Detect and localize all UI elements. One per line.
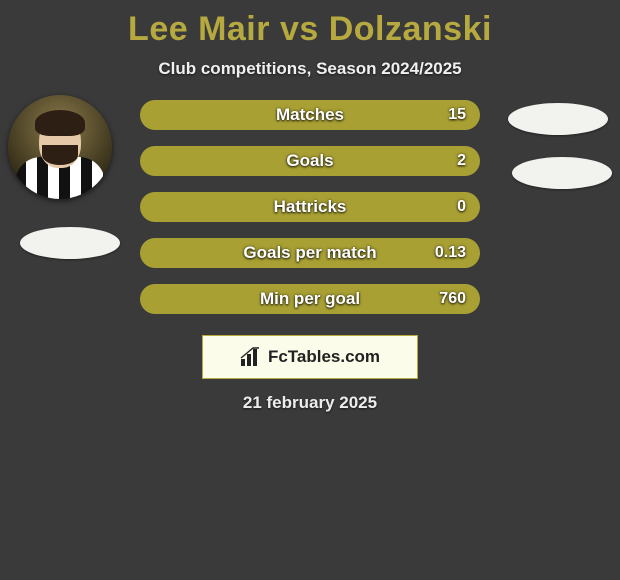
stat-value: 15: [448, 106, 466, 124]
stat-label: Min per goal: [260, 289, 360, 309]
stat-label: Hattricks: [274, 197, 347, 217]
stat-row-goals: Goals 2: [140, 143, 480, 179]
stat-row-matches: Matches 15: [140, 97, 480, 133]
stat-value: 0.13: [435, 244, 466, 262]
page-title: Lee Mair vs Dolzanski: [0, 0, 620, 49]
stat-value: 760: [439, 290, 466, 308]
player1-avatar: [8, 95, 112, 199]
stat-bars: Matches 15 Goals 2 Hattricks 0 Goals per…: [140, 97, 480, 317]
stat-row-min-per-goal: Min per goal 760: [140, 281, 480, 317]
stat-label: Goals per match: [243, 243, 376, 263]
stat-label: Goals: [286, 151, 333, 171]
stat-label: Matches: [276, 105, 344, 125]
player2-badge-placeholder: [512, 157, 612, 189]
avatar-hair: [35, 110, 85, 136]
date-text: 21 february 2025: [0, 393, 620, 413]
bar-chart-icon: [240, 347, 262, 367]
player1-name: Lee Mair: [128, 10, 270, 48]
stat-value: 0: [457, 198, 466, 216]
stat-value: 2: [457, 152, 466, 170]
player2-avatar-placeholder: [508, 103, 608, 135]
player1-badge-placeholder: [20, 227, 120, 259]
vs-label: vs: [280, 10, 319, 48]
brand-text: FcTables.com: [268, 347, 380, 367]
avatar-bg: [8, 95, 112, 199]
stat-row-hattricks: Hattricks 0: [140, 189, 480, 225]
brand-box: FcTables.com: [202, 335, 418, 379]
stat-row-goals-per-match: Goals per match 0.13: [140, 235, 480, 271]
avatar-beard: [42, 145, 78, 165]
comparison-section: Matches 15 Goals 2 Hattricks 0 Goals per…: [0, 97, 620, 317]
subtitle: Club competitions, Season 2024/2025: [0, 59, 620, 79]
player2-name: Dolzanski: [329, 10, 492, 48]
